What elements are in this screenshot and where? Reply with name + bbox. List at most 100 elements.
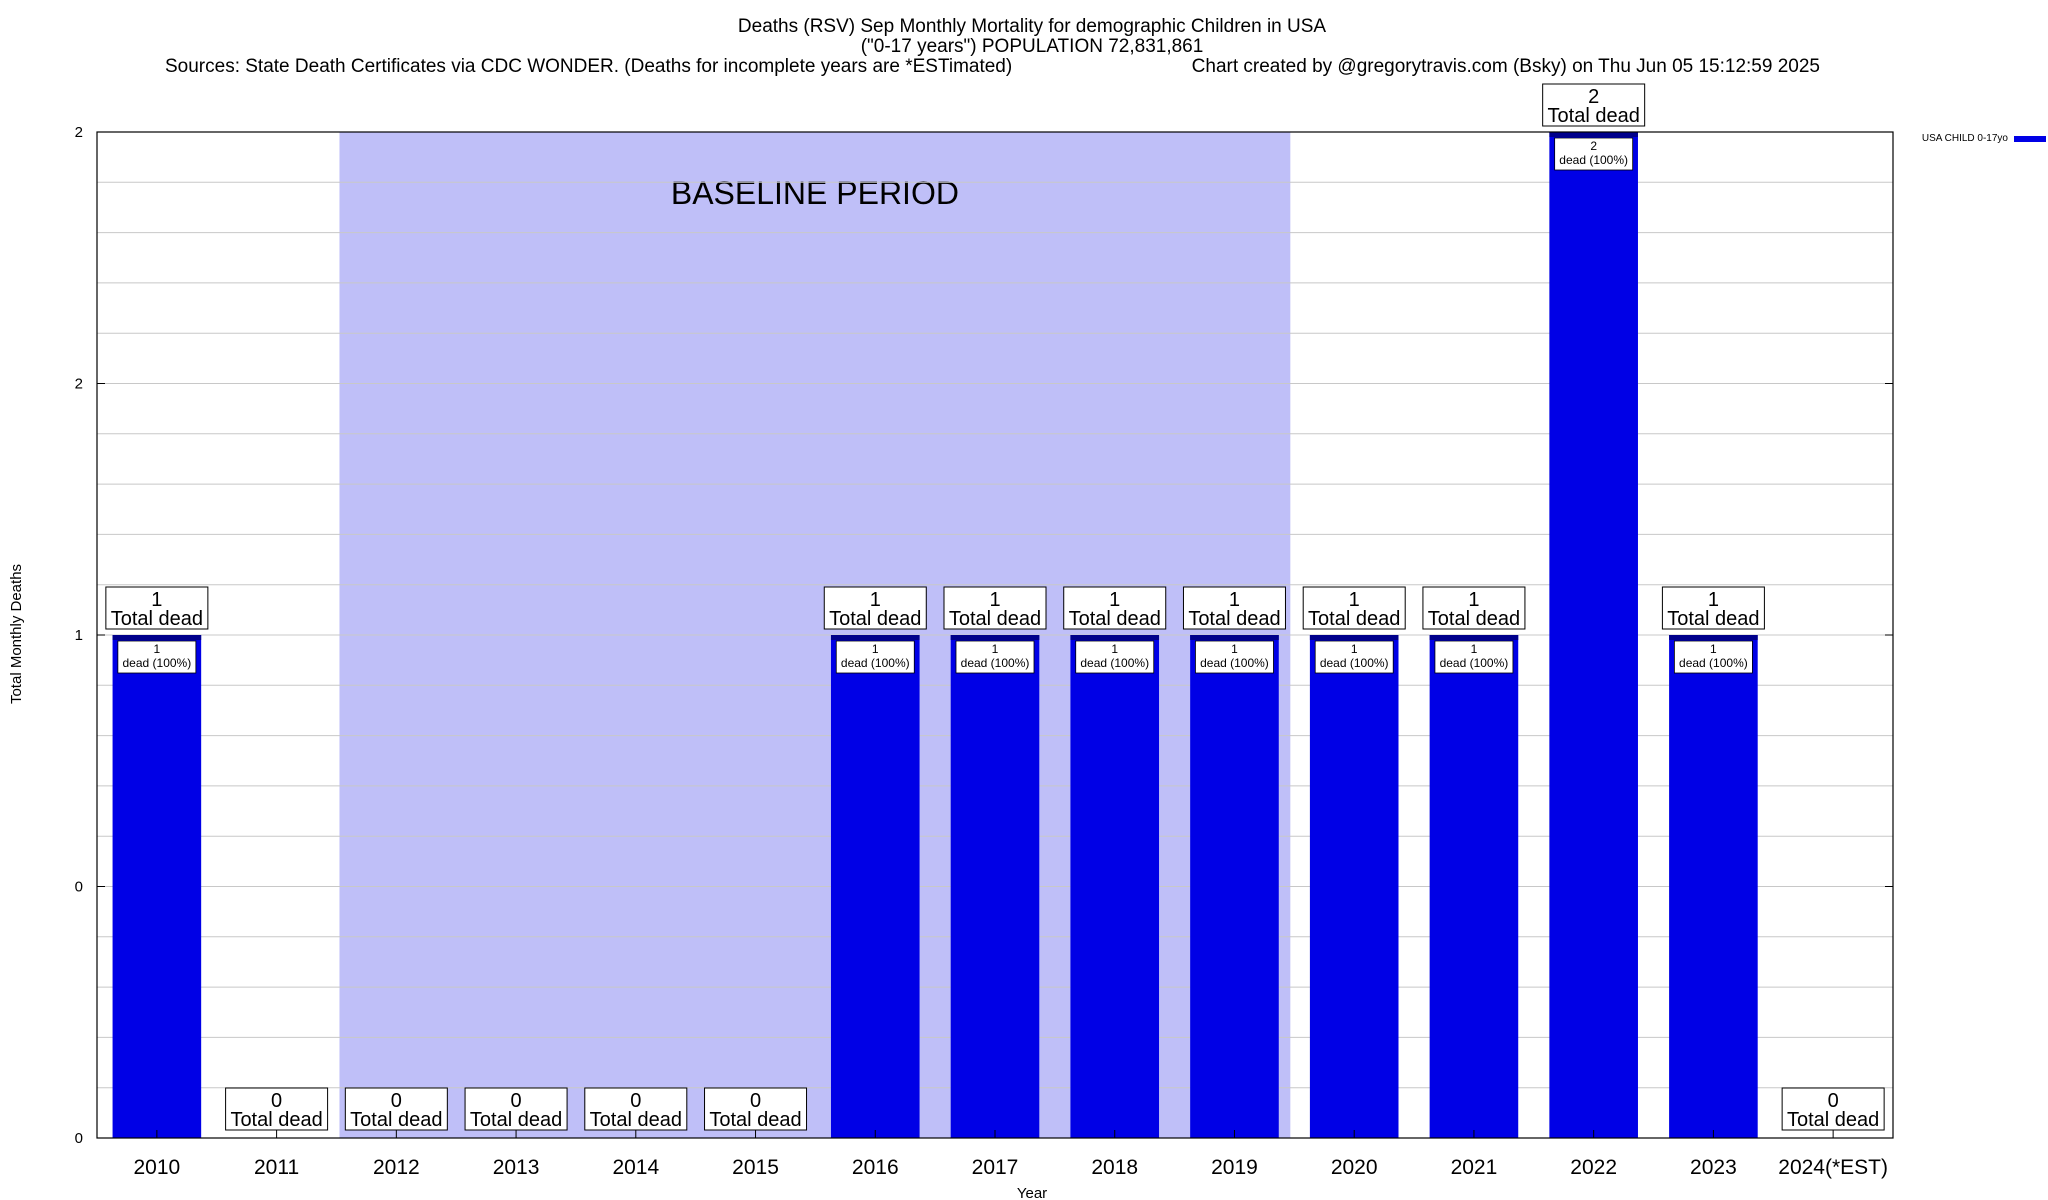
inner-label-number: 2 — [1590, 139, 1597, 153]
total-label-number: 0 — [511, 1090, 522, 1112]
inner-label-text: dead (100%) — [1080, 656, 1149, 670]
total-label-text: Total dead — [350, 1109, 442, 1131]
total-label-number: 1 — [1708, 589, 1719, 611]
inner-label-number: 1 — [1351, 642, 1358, 656]
bar-top-2022 — [1549, 132, 1638, 137]
inner-label-text: dead (100%) — [841, 656, 910, 670]
credit-text: Chart created by @gregorytravis.com (Bsk… — [1192, 56, 1820, 77]
x-tick-label-2011: 2011 — [254, 1156, 299, 1179]
inner-label-box — [1674, 640, 1753, 674]
total-label-text: Total dead — [1787, 1109, 1879, 1131]
total-label-number: 1 — [989, 589, 1000, 611]
y-axis-ticks: 0 0 1 2 2 — [75, 124, 1893, 1147]
inner-label-box — [1314, 640, 1394, 674]
inner-label-number: 1 — [1111, 642, 1118, 656]
total-label-text: Total dead — [111, 608, 203, 630]
total-label-number: 1 — [870, 589, 881, 611]
inner-label-box — [835, 640, 915, 674]
title-line-1: Deaths (RSV) Sep Monthly Mortality for d… — [738, 16, 1327, 37]
bar-top-2016 — [830, 635, 920, 640]
total-label-text: Total dead — [470, 1109, 562, 1131]
y-tick-label: 0 — [75, 1130, 83, 1147]
total-label-number: 1 — [1229, 589, 1240, 611]
total-label-text: Total dead — [1667, 608, 1759, 630]
bar-2020 — [1309, 635, 1399, 1138]
sources-text: Sources: State Death Certificates via CD… — [165, 56, 1012, 77]
bar-top-2019 — [1190, 635, 1279, 640]
total-label-number: 0 — [1828, 1090, 1839, 1112]
total-label-text: Total dead — [1188, 608, 1280, 630]
total-label-box — [105, 586, 209, 630]
bar-2016 — [830, 635, 920, 1138]
total-label-number: 1 — [151, 589, 162, 611]
inner-label-box — [955, 640, 1035, 674]
total-label-text: Total dead — [1069, 608, 1161, 630]
bar-2022 — [1549, 132, 1638, 1138]
total-label-number: 0 — [630, 1090, 641, 1112]
total-label-number: 0 — [391, 1090, 402, 1112]
x-tick-label-2023: 2023 — [1690, 1156, 1737, 1179]
total-label-text: Total dead — [949, 608, 1041, 630]
inner-label-text: dead (100%) — [1440, 656, 1509, 670]
x-tick-label-2010: 2010 — [134, 1156, 181, 1179]
total-label-number: 0 — [271, 1090, 282, 1112]
y-tick-label: 1 — [75, 627, 83, 644]
inner-label-number: 1 — [992, 642, 999, 656]
inner-label-box — [1075, 640, 1155, 674]
inner-label-box — [1434, 640, 1514, 674]
inner-label-number: 1 — [154, 642, 161, 656]
total-label-box — [584, 1087, 688, 1131]
y-tick-label: 2 — [75, 124, 83, 141]
total-label-box — [1182, 586, 1286, 630]
bar-2010 — [112, 635, 202, 1138]
total-label-number: 2 — [1588, 86, 1599, 108]
bar-top-2017 — [950, 635, 1040, 640]
bar-2021 — [1429, 635, 1519, 1138]
inner-label-text: dead (100%) — [123, 656, 192, 670]
y-tick-label: 2 — [75, 376, 83, 393]
total-label-box — [1781, 1087, 1885, 1131]
bar-2023 — [1669, 635, 1758, 1138]
bar-top-2023 — [1669, 635, 1758, 640]
bars — [112, 132, 1837, 1138]
total-label-number: 1 — [1349, 589, 1360, 611]
total-label-number: 1 — [1109, 589, 1120, 611]
inner-label-number: 1 — [872, 642, 879, 656]
inner-label-text: dead (100%) — [1559, 153, 1628, 167]
legend-entry-label: USA CHILD 0-17yo — [1922, 133, 2009, 144]
baseline-period-label: BASELINE PERIOD — [671, 175, 959, 211]
x-tick-label-2012: 2012 — [373, 1156, 420, 1179]
x-tick-label-2014: 2014 — [612, 1156, 659, 1179]
x-tick-label-2021: 2021 — [1451, 1156, 1498, 1179]
total-label-box — [823, 586, 927, 630]
x-tick-label-2015: 2015 — [732, 1156, 779, 1179]
inner-label-text: dead (100%) — [1679, 656, 1748, 670]
total-label-box — [1542, 83, 1646, 127]
total-label-box — [704, 1087, 808, 1131]
y-tick-label: 0 — [75, 879, 83, 896]
chart-title: Deaths (RSV) Sep Monthly Mortality for d… — [165, 16, 1820, 77]
total-label-box — [344, 1087, 448, 1131]
total-label-text: Total dead — [1308, 608, 1400, 630]
total-label-box — [1302, 586, 1406, 630]
total-label-text: Total dead — [230, 1109, 322, 1131]
